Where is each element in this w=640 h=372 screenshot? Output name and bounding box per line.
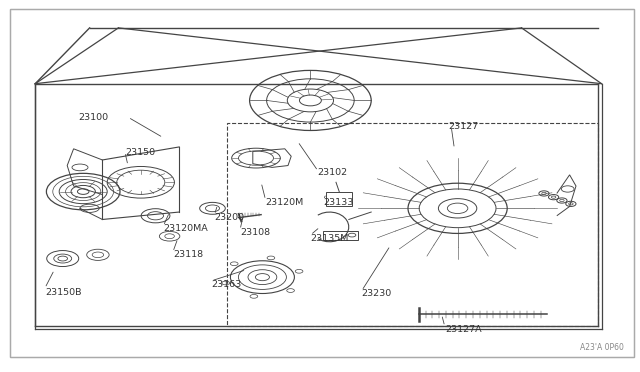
Text: 23127: 23127	[448, 122, 478, 131]
Text: 23133: 23133	[323, 198, 353, 207]
Text: A23'A 0P60: A23'A 0P60	[580, 343, 624, 352]
Text: 23200: 23200	[214, 213, 244, 222]
Text: 23102: 23102	[317, 169, 347, 177]
Text: 23163: 23163	[211, 280, 241, 289]
Text: 23135M: 23135M	[310, 234, 349, 243]
Text: 23108: 23108	[240, 228, 270, 237]
Text: 23230: 23230	[362, 289, 392, 298]
Text: 23100: 23100	[79, 113, 109, 122]
Text: 23150B: 23150B	[45, 288, 81, 296]
Bar	[323, 231, 358, 240]
Bar	[326, 192, 352, 206]
Text: 23127A: 23127A	[445, 325, 481, 334]
Bar	[227, 123, 598, 326]
Text: 23118: 23118	[173, 250, 203, 259]
Text: 23120MA: 23120MA	[163, 224, 208, 233]
Text: 23150: 23150	[125, 148, 155, 157]
Text: 23120M: 23120M	[266, 198, 304, 207]
